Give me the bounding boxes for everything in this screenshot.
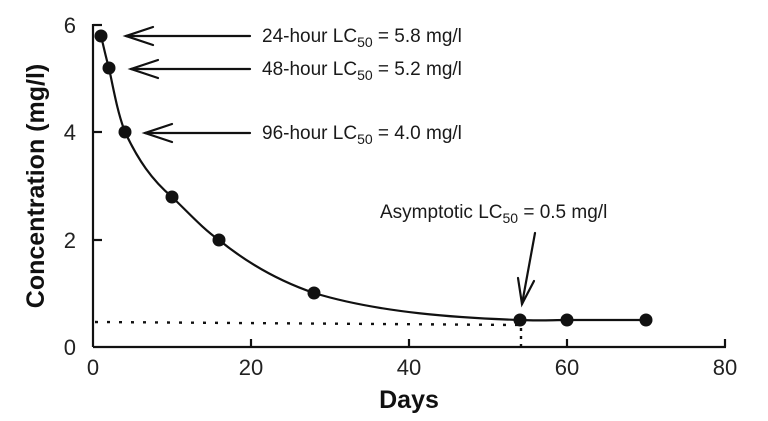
annotation-asymptotic: Asymptotic LC50 = 0.5 mg/l <box>380 202 607 226</box>
arrow-96h-icon <box>141 122 252 144</box>
x-axis-title: Days <box>379 386 439 414</box>
x-tick-label-0: 0 <box>87 355 99 380</box>
y-tick-label-4: 4 <box>64 120 76 145</box>
data-point-day16 <box>212 233 226 247</box>
annotation-24h: 24-hour LC50 = 5.8 mg/l <box>262 26 462 50</box>
data-point-day1 <box>94 29 108 43</box>
x-tick-label-20: 20 <box>239 355 263 380</box>
data-point-day28 <box>307 286 321 300</box>
arrow-48h-icon <box>127 58 252 80</box>
data-point-day70 <box>639 313 653 327</box>
y-tick-labels: 6 4 2 0 <box>64 13 76 360</box>
x-tick-label-60: 60 <box>555 355 579 380</box>
annotation-arrows <box>122 25 537 308</box>
arrow-24h-icon <box>122 25 252 47</box>
asymptote-reference <box>94 320 523 347</box>
annotation-labels: 24-hour LC50 = 5.8 mg/l 48-hour LC50 = 5… <box>262 26 607 226</box>
asymptote-horizontal-dotted-line <box>94 320 522 327</box>
data-point-day2 <box>102 61 116 75</box>
data-point-day10 <box>165 190 179 204</box>
data-points <box>94 29 653 327</box>
annotation-96h: 96-hour LC50 = 4.0 mg/l <box>262 123 462 147</box>
x-tick-label-80: 80 <box>713 355 737 380</box>
x-tick-label-40: 40 <box>397 355 421 380</box>
x-tick-labels: 0 20 40 60 80 <box>87 355 737 380</box>
y-tick-label-2: 2 <box>64 228 76 253</box>
y-axis-title: Concentration (mg/l) <box>22 64 50 308</box>
data-point-day54 <box>513 313 527 327</box>
annotation-48h: 48-hour LC50 = 5.2 mg/l <box>262 59 462 83</box>
data-point-day4 <box>118 125 132 139</box>
axes <box>91 23 727 349</box>
arrow-asymptotic-icon <box>516 231 537 308</box>
data-point-day60 <box>560 313 574 327</box>
y-tick-label-0: 0 <box>64 335 76 360</box>
y-tick-label-6: 6 <box>64 13 76 38</box>
